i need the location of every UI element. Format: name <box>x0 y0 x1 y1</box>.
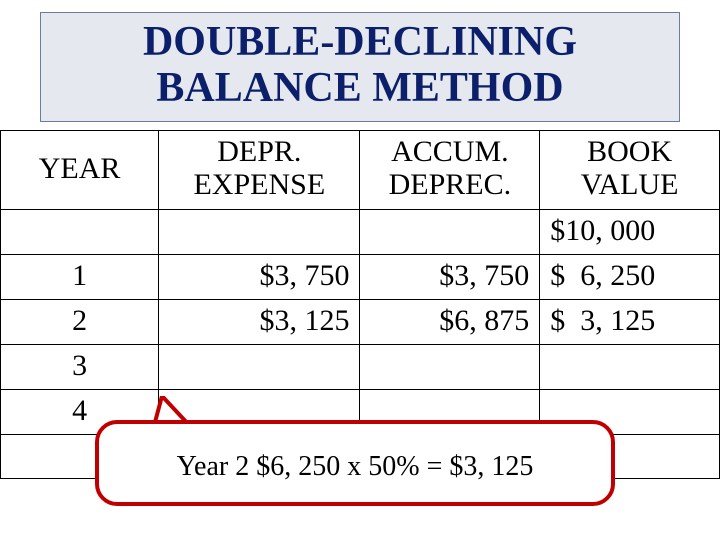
cell-depr: $3, 125 <box>159 300 360 345</box>
cell-year <box>1 210 159 255</box>
table-row: 2 $3, 125 $6, 875 $ 3, 125 <box>1 300 720 345</box>
formula-callout: Year 2 $6, 250 x 50% = $3, 125 <box>95 420 615 506</box>
title-line-1: DOUBLE-DECLINING <box>143 19 577 65</box>
cell-depr <box>159 210 360 255</box>
table-row: $10, 000 <box>1 210 720 255</box>
cell-book: $ 3, 125 <box>540 300 720 345</box>
col-header-book-text: BOOKVALUE <box>581 135 679 201</box>
cell-year: 3 <box>1 345 159 390</box>
col-header-year: YEAR <box>1 131 159 210</box>
cell-depr: $3, 750 <box>159 255 360 300</box>
col-header-year-text: YEAR <box>39 152 121 185</box>
table-row: 3 <box>1 345 720 390</box>
cell-year: 2 <box>1 300 159 345</box>
title-line-2: BALANCE METHOD <box>156 65 563 111</box>
cell-accum <box>360 210 540 255</box>
table-row: 1 $3, 750 $3, 750 $ 6, 250 <box>1 255 720 300</box>
col-header-book: BOOKVALUE <box>540 131 720 210</box>
cell-depr <box>159 345 360 390</box>
cell-accum <box>360 345 540 390</box>
cell-year: 1 <box>1 255 159 300</box>
slide-title: DOUBLE-DECLINING BALANCE METHOD <box>41 19 679 111</box>
cell-book: $10, 000 <box>540 210 720 255</box>
col-header-accum-text: ACCUM.DEPREC. <box>389 135 512 201</box>
cell-accum: $6, 875 <box>360 300 540 345</box>
formula-callout-text: Year 2 $6, 250 x 50% = $3, 125 <box>177 451 534 483</box>
cell-book <box>540 345 720 390</box>
col-header-depr: DEPR.EXPENSE <box>159 131 360 210</box>
table-header-row: YEAR DEPR.EXPENSE ACCUM.DEPREC. BOOKVALU… <box>1 131 720 210</box>
col-header-depr-text: DEPR.EXPENSE <box>193 135 325 201</box>
col-header-accum: ACCUM.DEPREC. <box>360 131 540 210</box>
cell-accum: $3, 750 <box>360 255 540 300</box>
cell-book: $ 6, 250 <box>540 255 720 300</box>
slide-title-box: DOUBLE-DECLINING BALANCE METHOD <box>40 12 680 122</box>
